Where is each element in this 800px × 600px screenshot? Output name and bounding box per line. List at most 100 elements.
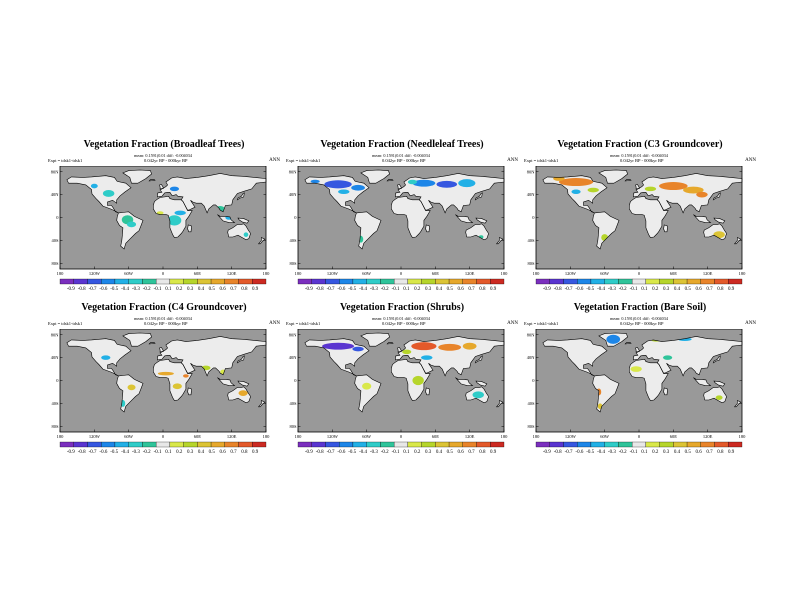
land-south-america xyxy=(592,211,619,249)
land-madagascar xyxy=(187,224,192,232)
colorbar-tick-label: 0.1 xyxy=(165,287,172,292)
coastline xyxy=(397,346,403,353)
lon-tick-label: 120W xyxy=(89,271,101,276)
lat-tick-label: 80N xyxy=(289,332,298,337)
coastline xyxy=(66,175,132,214)
coastline xyxy=(663,224,668,233)
lon-tick-label: 180 xyxy=(739,434,747,439)
colorbar-swatch xyxy=(645,441,660,448)
coastline xyxy=(455,214,474,224)
vegetation-anomaly-patch xyxy=(183,374,189,378)
lon-tick-label: 0 xyxy=(162,271,165,276)
panel-stats: mean: 0.1591(0.01 diff: -0.004034 xyxy=(134,316,192,321)
land-north-america xyxy=(66,338,131,376)
colorbar-swatch xyxy=(407,441,422,448)
colorbar-tick-label: 0.4 xyxy=(198,287,205,292)
colorbar-swatch xyxy=(590,441,605,448)
colorbar-tick-label: -0.9 xyxy=(543,287,551,292)
colorbar-swatch xyxy=(490,278,505,285)
coastline xyxy=(465,223,489,241)
coastline xyxy=(122,169,152,184)
lat-tick-label: 80N xyxy=(51,332,60,337)
land-madagascar xyxy=(425,387,430,395)
colorbar-swatch xyxy=(714,441,729,448)
lon-tick-label: 180 xyxy=(739,271,747,276)
land-eurasia xyxy=(157,336,266,376)
coastline xyxy=(153,195,193,238)
colorbar-tick-label: 0.5 xyxy=(447,287,454,292)
colorbar-tick-label: -0.3 xyxy=(370,287,378,292)
colorbar-tick-label: 0.1 xyxy=(403,450,410,455)
colorbar-tick-label: 0.7 xyxy=(468,287,475,292)
panel-bare-soil: Vegetation Fraction (Bare Soil) mean: 0.… xyxy=(524,302,756,487)
colorbar-tick-label: 0.6 xyxy=(458,450,465,455)
colorbar-swatch xyxy=(728,278,743,285)
colorbar-tick-label: 0.6 xyxy=(458,287,465,292)
land-uk xyxy=(397,347,402,352)
vegetation-anomaly-patch xyxy=(362,382,372,390)
coastline xyxy=(386,342,394,345)
colorbar-swatch xyxy=(128,441,143,448)
vegetation-anomaly-patch xyxy=(472,391,484,399)
lon-tick-label: 180 xyxy=(501,434,509,439)
vegetation-anomaly-patch xyxy=(90,183,98,189)
panel-expt: Expt = tdsk1-tdsk1 xyxy=(48,321,83,326)
land-greenland xyxy=(122,170,152,184)
colorbar-swatch xyxy=(700,441,715,448)
lon-tick-label: 60E xyxy=(432,271,440,276)
lon-tick-label: 60E xyxy=(670,434,678,439)
colorbar-swatch xyxy=(238,441,253,448)
colorbar-tick-label: -0.2 xyxy=(143,450,151,455)
land-africa xyxy=(391,359,431,401)
coastline xyxy=(386,179,394,182)
vegetation-anomaly-patch xyxy=(169,186,180,192)
colorbar-tick-label: -0.6 xyxy=(337,287,345,292)
vegetation-anomaly-patch xyxy=(101,355,111,360)
coastline xyxy=(712,192,721,201)
coastline xyxy=(598,332,628,347)
panel-title: Vegetation Fraction (Broadleaf Trees) xyxy=(83,139,245,150)
colorbar-swatch xyxy=(114,441,129,448)
colorbar-swatch xyxy=(59,278,74,285)
colorbar-swatch xyxy=(224,278,239,285)
colorbar-swatch xyxy=(210,278,225,285)
panel-diff: 0.042yr BP - 000kyr BP xyxy=(382,158,426,163)
land-uk xyxy=(397,184,402,189)
colorbar-tick-label: 0.2 xyxy=(176,287,183,292)
lat-tick-label: 40N xyxy=(527,355,536,360)
colorbar-swatch xyxy=(476,441,491,448)
lat-tick-label: 40N xyxy=(51,355,60,360)
coastline xyxy=(495,400,504,408)
colorbar-tick-label: -0.2 xyxy=(143,287,151,292)
lon-tick-label: 120E xyxy=(227,271,237,276)
colorbar-tick-label: -0.1 xyxy=(392,450,400,455)
colorbar-swatch xyxy=(252,278,267,285)
lon-tick-label: 60W xyxy=(600,434,610,439)
lon-tick-label: 0 xyxy=(400,271,403,276)
vegetation-anomaly-patch xyxy=(167,215,182,226)
colorbar-swatch xyxy=(142,278,157,285)
land-uk xyxy=(635,347,640,352)
lon-tick-label: 180 xyxy=(533,271,541,276)
colorbar-tick-label: 0.5 xyxy=(685,450,692,455)
coastline xyxy=(394,336,505,377)
colorbar-tick-label: 0.5 xyxy=(209,450,216,455)
colorbar-tick-label: -0.7 xyxy=(89,287,97,292)
coastline xyxy=(592,211,620,250)
coastline xyxy=(156,336,267,377)
coastline xyxy=(304,175,370,214)
colorbar-swatch xyxy=(421,441,436,448)
coastline xyxy=(159,346,165,353)
lon-tick-label: 120E xyxy=(703,434,713,439)
coastline xyxy=(703,223,727,241)
lat-tick-label: 0 xyxy=(56,378,59,383)
panel-broadleaf: Vegetation Fraction (Broadleaf Trees) me… xyxy=(48,139,280,324)
colorbar-swatch xyxy=(325,278,340,285)
vegetation-anomaly-patch xyxy=(351,184,365,191)
panel-season: ANN xyxy=(507,158,518,163)
lat-tick-label: 80S xyxy=(51,424,59,429)
coastline xyxy=(187,224,192,233)
colorbar-tick-label: -0.5 xyxy=(586,450,594,455)
colorbar-tick-label: -0.1 xyxy=(392,287,400,292)
